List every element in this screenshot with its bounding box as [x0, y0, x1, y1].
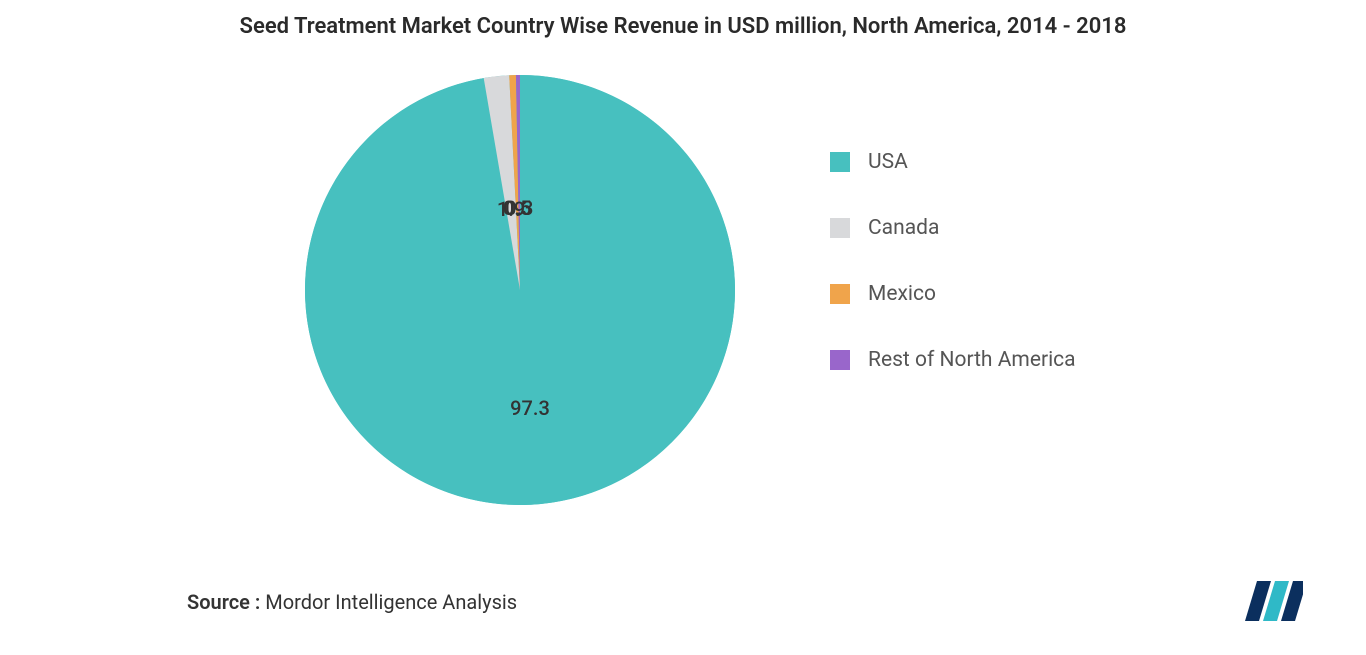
chart-title: Seed Treatment Market Country Wise Reven… — [0, 14, 1366, 39]
brand-logo — [1243, 581, 1303, 621]
legend-item: Canada — [830, 216, 1210, 240]
pie-wrap: 97.31.90.50.3 — [305, 75, 735, 505]
legend-swatch — [830, 218, 850, 238]
pie-chart: 97.31.90.50.3 — [260, 75, 780, 515]
legend-label: Canada — [868, 216, 939, 240]
legend-label: Rest of North America — [868, 348, 1076, 372]
legend-swatch — [830, 152, 850, 172]
legend-item: Rest of North America — [830, 348, 1210, 372]
legend-swatch — [830, 350, 850, 370]
legend-label: Mexico — [868, 282, 936, 306]
source-credit: Source : Mordor Intelligence Analysis — [187, 590, 517, 614]
source-prefix: Source : — [187, 590, 260, 614]
pie-svg — [305, 75, 735, 505]
chart-container: Seed Treatment Market Country Wise Reven… — [0, 0, 1366, 655]
legend-item: USA — [830, 150, 1210, 174]
legend: USA Canada Mexico Rest of North America — [830, 150, 1210, 414]
legend-label: USA — [868, 150, 908, 174]
source-text: Mordor Intelligence Analysis — [265, 590, 517, 614]
legend-item: Mexico — [830, 282, 1210, 306]
legend-swatch — [830, 284, 850, 304]
